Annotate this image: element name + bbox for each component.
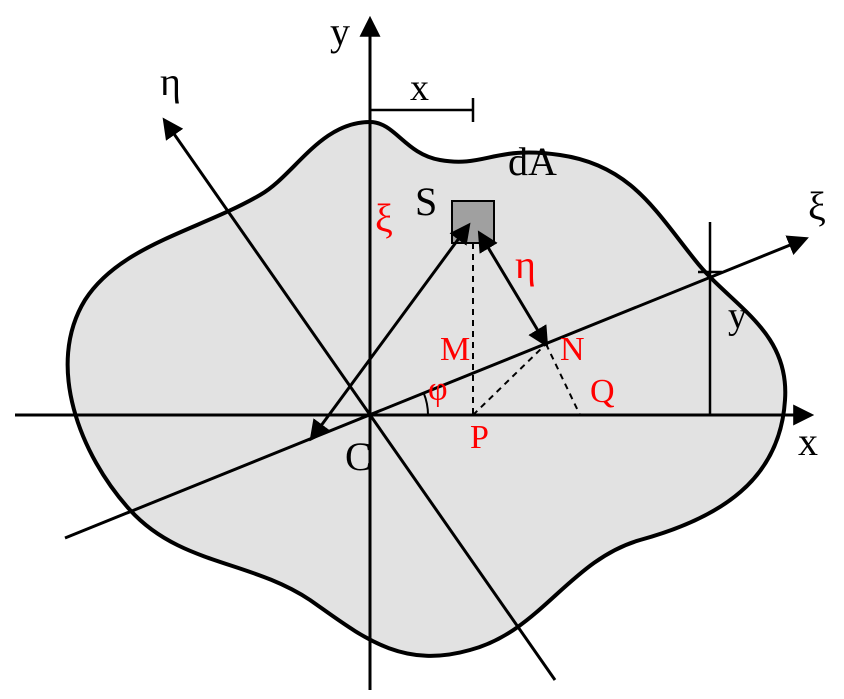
label-P: P — [470, 419, 489, 456]
eta-axis-label: η — [160, 59, 181, 104]
label-M: M — [440, 331, 470, 368]
label-S: S — [415, 179, 437, 224]
eta-dim-label: η — [515, 242, 536, 287]
x-axis-label: x — [798, 419, 818, 464]
y-axis-label: y — [330, 9, 350, 54]
y-dim-label: y — [728, 295, 747, 337]
label-C: C — [345, 434, 372, 479]
label-Q: Q — [590, 373, 615, 410]
label-N: N — [560, 331, 585, 368]
xi-axis-label: ξ — [808, 184, 826, 229]
xi-dim-label: ξ — [375, 196, 393, 241]
label-dA: dA — [508, 139, 557, 184]
x-dim-label: x — [410, 67, 429, 109]
phi-label: φ — [428, 371, 448, 408]
